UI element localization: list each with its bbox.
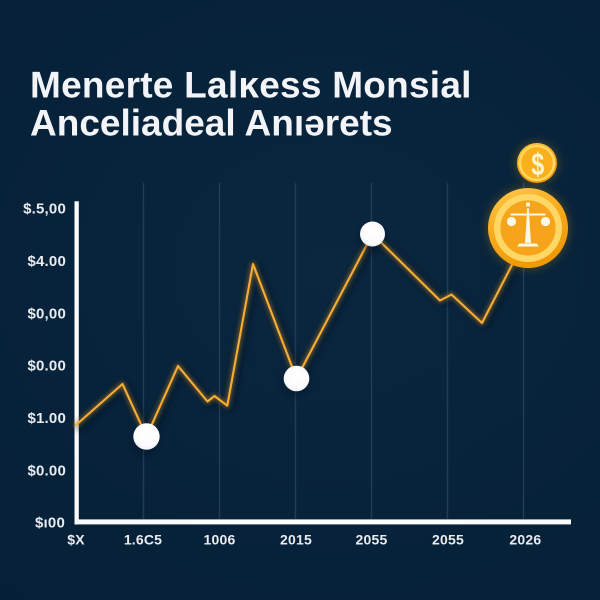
svg-text:$4.00: $4.00	[27, 253, 66, 270]
svg-text:Anceliadeal Anıərets: Anceliadeal Anıərets	[30, 103, 393, 144]
svg-text:2055: 2055	[356, 532, 388, 548]
svg-text:2015: 2015	[280, 532, 312, 548]
svg-text:2055: 2055	[432, 532, 464, 548]
svg-text:$.5,00: $.5,00	[23, 201, 66, 218]
svg-text:$: $	[531, 146, 544, 181]
svg-text:$X: $X	[67, 532, 85, 548]
svg-text:2026: 2026	[509, 532, 541, 548]
svg-text:Menerte Lalĸess Monsial: Menerte Lalĸess Monsial	[30, 65, 472, 106]
svg-text:1006: 1006	[204, 532, 236, 548]
svg-text:$0.00: $0.00	[27, 358, 66, 375]
svg-text:$1.00: $1.00	[27, 410, 66, 427]
svg-text:$0.00: $0.00	[27, 463, 66, 480]
svg-text:1.6C5: 1.6C5	[124, 532, 162, 548]
svg-text:$ı00: $ı00	[35, 515, 65, 532]
svg-text:$0,00: $0,00	[27, 306, 66, 323]
